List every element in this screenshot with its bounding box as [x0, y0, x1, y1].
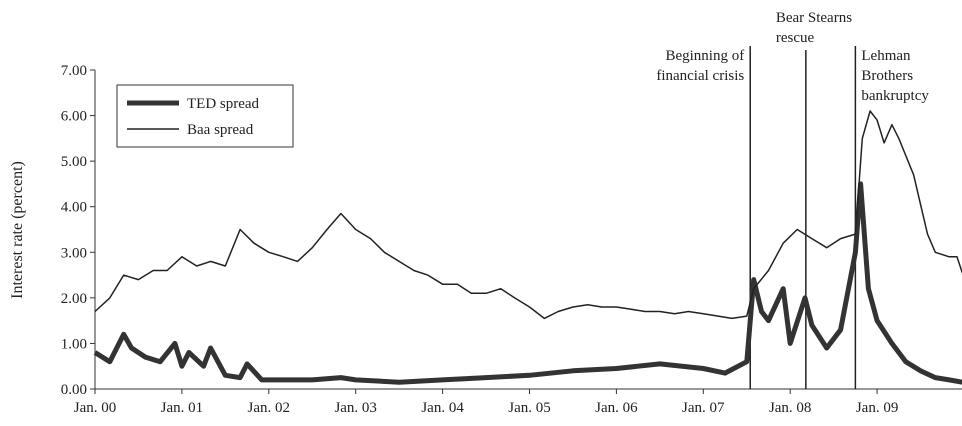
annotation-text: Brothers	[861, 68, 913, 84]
annotation-text: Bear Stearns	[776, 10, 852, 26]
x-tick-label: Jan. 06	[595, 400, 638, 416]
legend-label: Baa spread	[187, 122, 254, 138]
x-tick-label: Jan. 02	[248, 400, 291, 416]
x-tick-label: Jan. 03	[334, 400, 377, 416]
y-tick-label: 5.00	[61, 154, 87, 170]
x-tick-label: Jan. 00	[74, 400, 117, 416]
series-line	[94, 110, 962, 320]
legend-box	[116, 84, 294, 148]
x-tick-label: Jan. 08	[769, 400, 812, 416]
series-line	[93, 181, 962, 385]
y-tick-label: 7.00	[61, 63, 87, 79]
annotation-text: rescue	[776, 30, 815, 46]
y-tick-label: 4.00	[61, 200, 87, 216]
y-tick-label: 6.00	[61, 109, 87, 125]
x-tick-label: Jan. 07	[682, 400, 725, 416]
annotation-text: bankruptcy	[861, 88, 929, 104]
y-tick-label: 0.00	[61, 382, 87, 398]
annotation-text: financial crisis	[656, 68, 744, 84]
legend-label: TED spread	[187, 96, 260, 112]
y-tick-label: 2.00	[61, 291, 87, 307]
y-tick-label: 1.00	[61, 336, 87, 352]
y-tick-label: 3.00	[61, 245, 87, 261]
x-tick-label: Jan. 01	[161, 400, 204, 416]
annotation-text: Lehman	[861, 48, 911, 64]
annotation-text: Beginning of	[665, 48, 744, 64]
x-tick-label: Jan. 05	[508, 400, 551, 416]
y-axis-label: Interest rate (percent)	[9, 161, 26, 299]
x-tick-label: Jan. 04	[421, 400, 464, 416]
x-tick-label: Jan. 09	[856, 400, 899, 416]
